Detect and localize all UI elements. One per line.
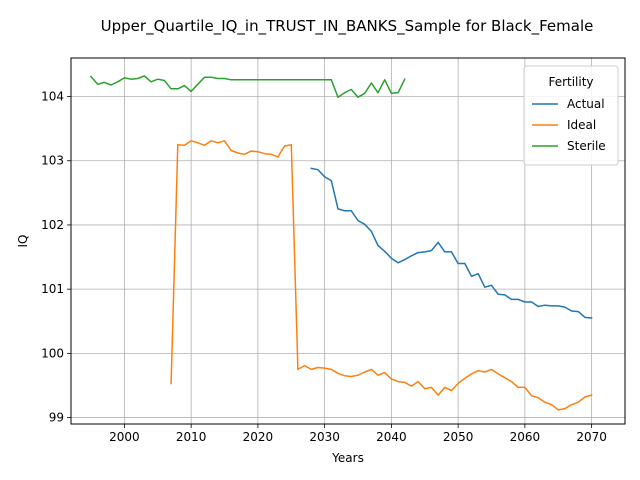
data-series <box>89 75 593 411</box>
legend-box <box>523 65 619 166</box>
x-tick-label: 2020 <box>243 430 274 444</box>
legend-items: Actual Ideal Sterile <box>532 97 606 153</box>
chart-title: Upper_Quartile_IQ_in_TRUST_IN_BANKS_Samp… <box>101 17 594 36</box>
y-tick-label: 103 <box>41 154 64 168</box>
y-axis-label: IQ <box>16 235 30 248</box>
y-tick-label: 99 <box>49 411 64 425</box>
legend-label-sterile: Sterile <box>567 139 606 153</box>
x-tick-label: 2030 <box>309 430 340 444</box>
y-axis-ticks: 99 100 101 102 103 104 <box>41 90 71 425</box>
legend-title: Fertility <box>548 75 593 89</box>
legend-label-actual: Actual <box>567 97 605 111</box>
x-axis-label: Years <box>331 451 364 465</box>
series-line-ideal <box>170 140 593 411</box>
x-axis-ticks: 2000 2010 2020 2030 2040 2050 2060 2070 <box>109 424 607 444</box>
y-tick-label: 101 <box>41 282 64 296</box>
y-tick-label: 104 <box>41 90 64 104</box>
x-tick-label: 2060 <box>510 430 541 444</box>
series-line-actual <box>310 167 593 319</box>
x-tick-label: 2050 <box>443 430 474 444</box>
y-tick-label: 102 <box>41 218 64 232</box>
legend-label-ideal: Ideal <box>567 118 596 132</box>
x-tick-label: 2070 <box>576 430 607 444</box>
y-tick-label: 100 <box>41 346 64 360</box>
legend: Fertility Actual Ideal Sterile <box>523 65 619 166</box>
x-tick-label: 2000 <box>109 430 140 444</box>
x-tick-label: 2040 <box>376 430 407 444</box>
series-line-sterile <box>89 75 406 98</box>
plot-frame <box>70 57 626 425</box>
x-tick-label: 2010 <box>176 430 207 444</box>
